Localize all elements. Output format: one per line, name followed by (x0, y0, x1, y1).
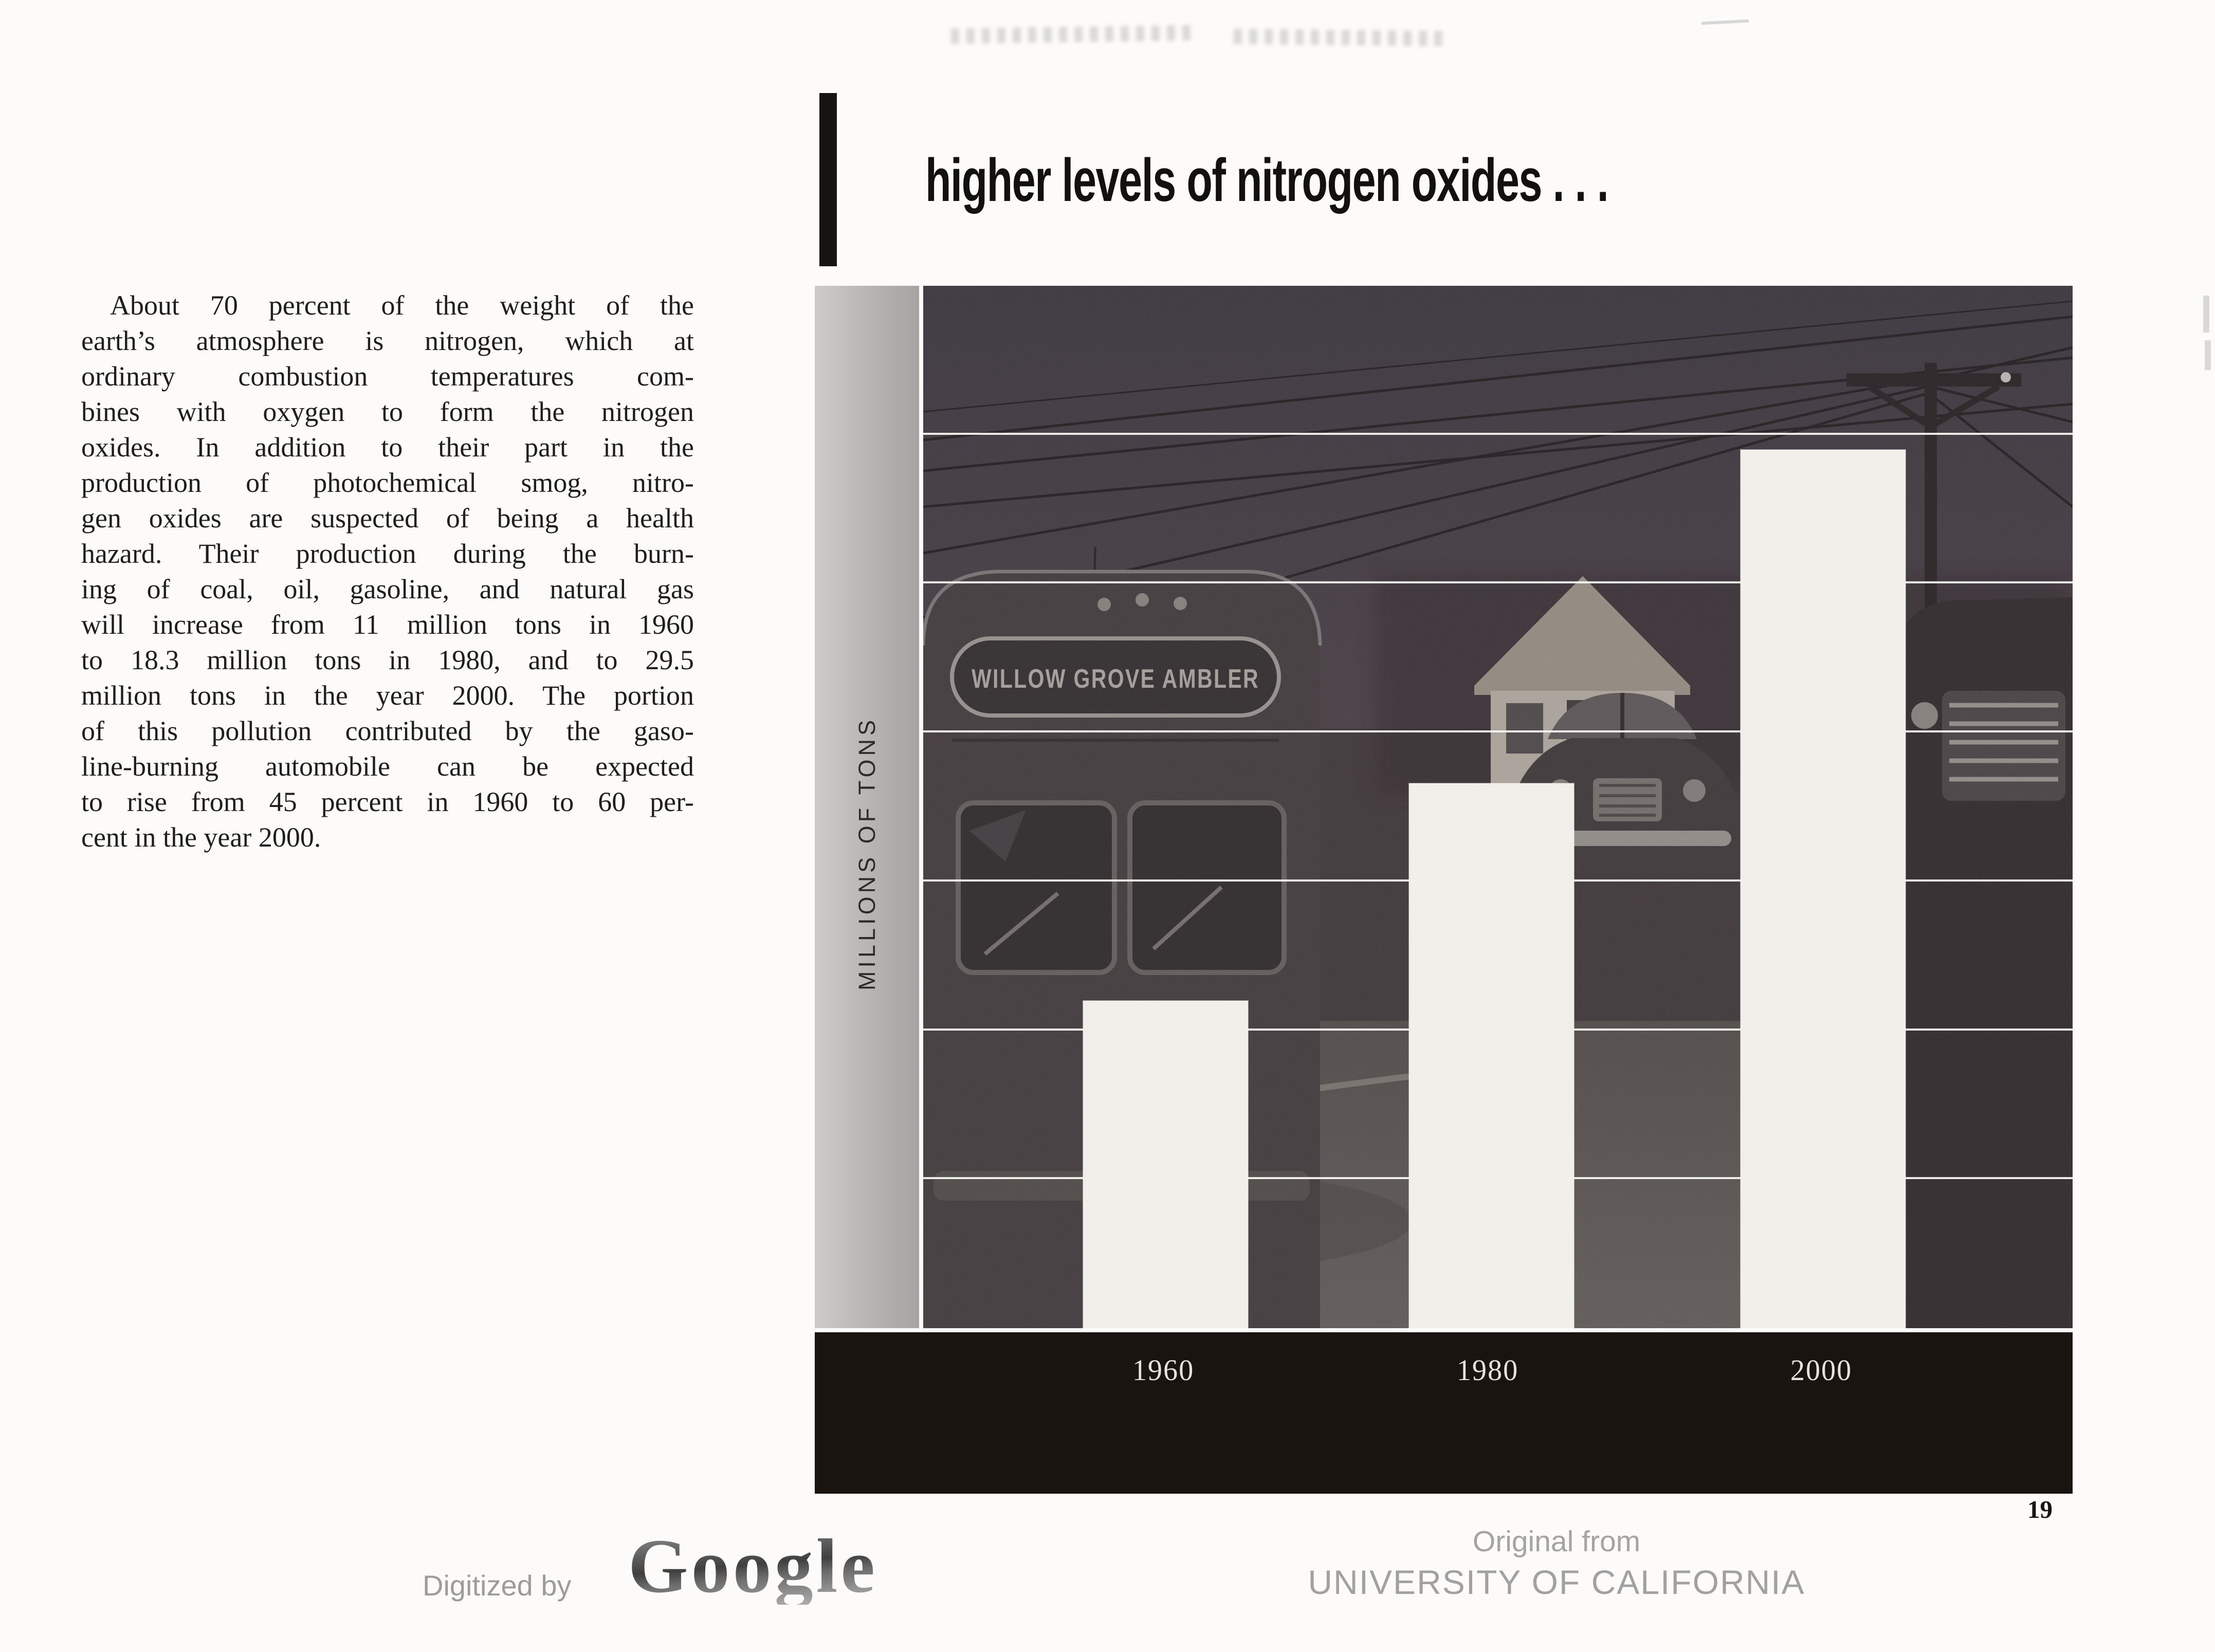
y-axis-strip: MILLIONS OF TONS (815, 286, 919, 1328)
chart-bar-2000 (1740, 449, 1906, 1328)
paragraph-line: gen oxides are suspected of being a heal… (81, 503, 694, 534)
paragraph-line: ordinary combustion temperatures com- (81, 361, 694, 392)
body-paragraph: About 70 percent of the weight of the ear… (81, 288, 694, 855)
paragraph-line: to rise from 45 percent in 1960 to 60 pe… (81, 786, 694, 817)
paragraph-line: production of photochemical smog, nitro- (81, 467, 694, 498)
x-axis-label-1960: 1960 (1132, 1353, 1194, 1387)
chart-bar-1980 (1408, 783, 1574, 1328)
google-logo: Google (628, 1523, 878, 1609)
original-from-label: Original from (1472, 1525, 1641, 1558)
headline-rule-bar (819, 93, 837, 266)
paragraph-line: cent in the year 2000. (81, 822, 321, 853)
paragraph-line: earth’s atmosphere is nitrogen, which at (81, 325, 694, 356)
chart-gridline (923, 730, 2073, 733)
page-number: 19 (2027, 1495, 2053, 1523)
x-axis-band: 1960 1980 2000 (815, 1332, 2073, 1494)
y-axis-label: MILLIONS OF TONS (853, 716, 880, 990)
chart-bar-1960 (1083, 1000, 1248, 1328)
x-axis-label-2000: 2000 (1790, 1353, 1852, 1387)
page-edge-mark (2203, 296, 2209, 333)
paragraph-line: hazard. Their production during the burn… (81, 538, 694, 569)
paragraph-line: ing of coal, oil, gasoline, and natural … (81, 574, 694, 604)
paragraph-line: will increase from 11 million tons in 19… (81, 609, 694, 640)
chart-photo-background: WILLOW GROVE AMBLER (923, 286, 2073, 1328)
paragraph-line: oxides. In addition to their part in the (81, 432, 694, 463)
scan-dash-artifact (1701, 19, 1749, 25)
paragraph-line: of this pollution contributed by the gas… (81, 715, 694, 746)
chart-gridline (923, 432, 2073, 435)
institution-label: UNIVERSITY OF CALIFORNIA (1308, 1563, 1805, 1601)
digitized-by-label: Digitized by (423, 1569, 572, 1602)
bar-chart-figure: MILLIONS OF TONS (815, 286, 2073, 1494)
paragraph-line: million tons in the year 2000. The porti… (81, 680, 694, 711)
page-edge-mark (2205, 340, 2211, 370)
pencil-smudge-artifact (950, 25, 1193, 44)
pencil-smudge-artifact (1233, 28, 1445, 47)
chart-gridline (923, 581, 2073, 584)
paragraph-line: to 18.3 million tons in 1980, and to 29.… (81, 645, 694, 675)
page-title: higher levels of nitrogen oxides . . . (925, 146, 1609, 214)
x-axis-label-1980: 1980 (1457, 1353, 1519, 1387)
paragraph-line: About 70 percent of the weight of the (110, 290, 694, 321)
paragraph-line: line-burning automobile can be expected (81, 751, 694, 782)
paragraph-line: bines with oxygen to form the nitrogen (81, 396, 694, 427)
